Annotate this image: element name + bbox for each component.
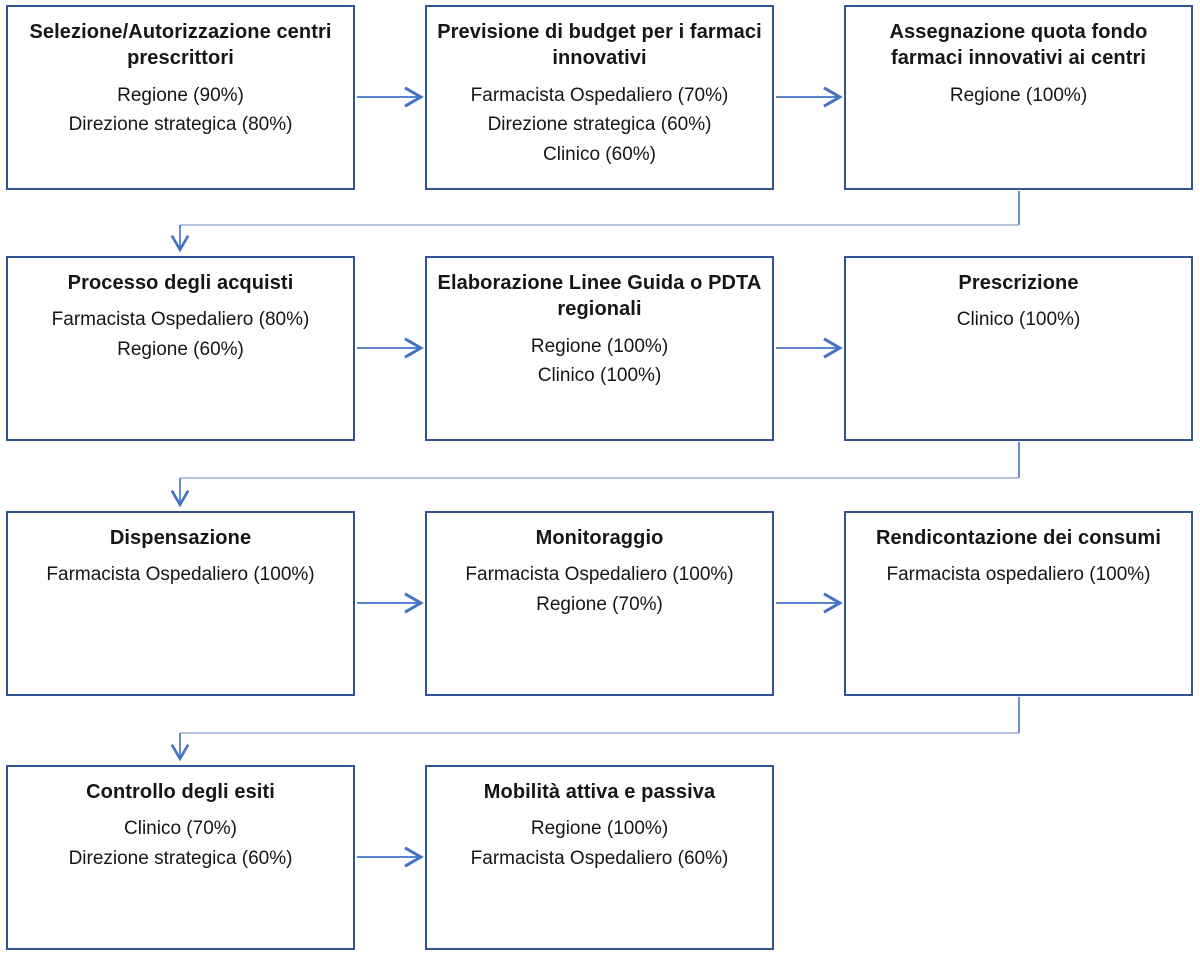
node-role-line: Farmacista Ospedaliero (100%) [465,564,734,586]
flow-node-previsione-budget: Previsione di budget per i farmaci innov… [425,5,774,190]
node-role-line: Clinico (60%) [543,143,656,165]
node-title: Monitoraggio [535,527,664,549]
node-title: Controllo degli esiti [86,781,275,803]
flow-node-dispensazione: Dispensazione Farmacista Ospedaliero (10… [6,511,355,696]
node-role-line: Farmacista ospedaliero (100%) [886,564,1151,586]
node-title: Mobilità attiva e passiva [483,781,716,803]
node-title: Assegnazione quota fondo farmaci innovat… [889,21,1148,70]
flow-node-mobilita-attiva-passiva: Mobilità attiva e passiva Regione (100%)… [425,765,774,950]
node-role-line: Regione (70%) [536,593,663,615]
node-role-line: Regione (100%) [530,335,669,357]
node-role-line: Farmacista Ospedaliero (100%) [46,564,315,586]
node-title: Elaborazione Linee Guida o PDTA regional… [437,272,762,321]
node-role-line: Clinico (100%) [537,365,662,387]
node-role-line: Regione (90%) [117,84,244,106]
node-role-line: Regione (60%) [117,338,244,360]
node-title: Processo degli acquisti [67,272,294,294]
flow-node-prescrizione: Prescrizione Clinico (100%) [844,256,1193,441]
node-role-line: Regione (100%) [949,84,1088,106]
flow-node-assegnazione-quota: Assegnazione quota fondo farmaci innovat… [844,5,1193,190]
flow-node-monitoraggio: Monitoraggio Farmacista Ospedaliero (100… [425,511,774,696]
node-role-line: Clinico (100%) [956,309,1081,331]
flow-node-rendicontazione-consumi: Rendicontazione dei consumi Farmacista o… [844,511,1193,696]
node-title: Prescrizione [958,272,1079,294]
flow-node-elaborazione-linee-guida: Elaborazione Linee Guida o PDTA regional… [425,256,774,441]
flow-node-selezione-autorizzazione: Selezione/Autorizzazione centri prescrit… [6,5,355,190]
flow-node-processo-acquisti: Processo degli acquisti Farmacista Osped… [6,256,355,441]
node-title: Rendicontazione dei consumi [876,527,1161,549]
node-role-line: Farmacista Ospedaliero (80%) [51,309,310,331]
node-role-line: Direzione strategica (80%) [68,114,293,136]
node-role-line: Clinico (70%) [124,818,237,840]
node-role-line: Direzione strategica (60%) [487,114,712,136]
node-role-line: Direzione strategica (60%) [68,847,293,869]
node-title: Dispensazione [109,527,252,549]
node-title: Selezione/Autorizzazione centri prescrit… [29,21,332,70]
node-role-line: Regione (100%) [530,818,669,840]
flow-node-controllo-esiti: Controllo degli esiti Clinico (70%) Dire… [6,765,355,950]
node-role-line: Farmacista Ospedaliero (70%) [470,84,729,106]
node-role-line: Farmacista Ospedaliero (60%) [470,847,729,869]
node-title: Previsione di budget per i farmaci innov… [437,21,762,70]
